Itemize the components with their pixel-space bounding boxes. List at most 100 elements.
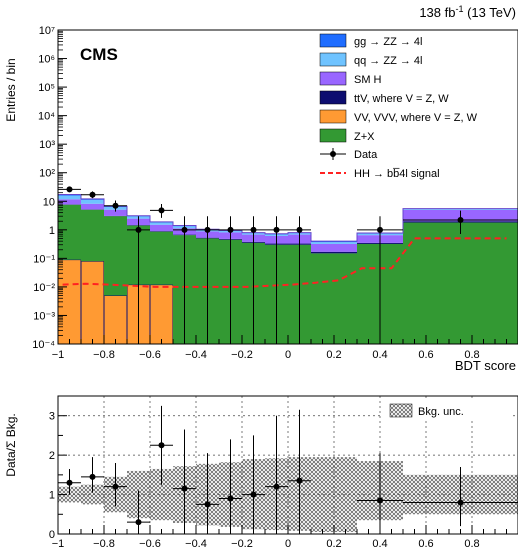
bar-zx-bin-2 [104, 216, 127, 296]
ratio-point-6 [196, 453, 219, 534]
ratio-point-3 [127, 490, 150, 534]
ratio-point-9 [265, 415, 288, 534]
legend-item-unc: Bkg. unc. [418, 406, 464, 418]
ratio-x-tick-label: 0.8 [464, 538, 479, 550]
ratio-legend: Bkg. unc. [383, 401, 513, 421]
legend-item-signal: HH → bb̅4l signal [320, 168, 440, 180]
ratio-point-7 [219, 439, 242, 534]
main-x-tick-label: 0.2 [326, 349, 341, 361]
ratio-legend-box [383, 401, 513, 421]
ratio-x-axis: −1 −0.8 −0.6 −0.4 −0.2 0 0.2 0.4 0.6 0.8 [52, 525, 518, 550]
data-point-9 [265, 216, 288, 344]
ratio-point-0 [58, 468, 81, 495]
bar-vv-bin-4 [150, 284, 173, 344]
ratio-point-4 [150, 405, 173, 485]
ratio-point-1 [81, 457, 104, 493]
ratio-y-tick-label: 0 [49, 529, 55, 541]
ratio-x-tick-label: 0 [285, 538, 291, 550]
svg-text:qq → ZZ → 4l: qq → ZZ → 4l [354, 55, 422, 67]
main-y-axis: 10⁻⁴ 10⁻³ 10⁻² 10⁻¹ 1 10 10² 10³ 10⁴ 10⁵ 10⁶ 10⁷ [32, 25, 67, 351]
main-y-tick-label: 10³ [39, 139, 55, 151]
data-points [58, 186, 518, 344]
main-x-tick-label: 0.4 [372, 349, 387, 361]
legend-item-smh: SM H [319, 71, 382, 86]
svg-text:HH → bb̅4l signal: HH → bb̅4l signal [354, 168, 440, 180]
main-x-tick-label: 0.8 [464, 349, 479, 361]
main-y-tick-label: 10⁷ [39, 25, 55, 37]
ratio-grid [58, 396, 518, 534]
svg-text:gg → ZZ → 4l: gg → ZZ → 4l [354, 36, 422, 48]
svg-text:Z+X: Z+X [354, 131, 375, 143]
ratio-point-11 [357, 453, 403, 534]
main-y-tick-label: 10⁻⁴ [32, 339, 55, 351]
bar-smh-bin-4 [150, 224, 173, 232]
uncertainty-band-bin-4 [150, 468, 173, 521]
main-x-axis: −1 −0.8 −0.6 −0.4 −0.2 0 0.2 0.4 0.6 0.8 [52, 335, 518, 361]
luminosity-label: 138 fb-1 (13 TeV) [419, 4, 516, 20]
legend-item-unc-swatch [389, 403, 413, 418]
main-y-tick-label: 10⁶ [38, 54, 55, 66]
bar-zx-bin-0 [58, 204, 81, 260]
ratio-point-8 [242, 435, 265, 534]
main-x-tick-label: 0.6 [418, 349, 433, 361]
ratio-x-tick-label: 0.2 [326, 538, 341, 550]
ratio-x-tick-label: 0.4 [372, 538, 387, 550]
main-x-tick-label: −0.4 [185, 349, 207, 361]
bar-ggzz-bin-1 [81, 198, 104, 200]
ratio-point-2 [104, 463, 127, 507]
data-point-4 [150, 204, 173, 218]
svg-text:SM H: SM H [354, 74, 382, 86]
bar-qqzz-bin-4 [150, 222, 173, 225]
ratio-x-tick-label: −0.6 [139, 538, 161, 550]
bar-smh-bin-0 [58, 199, 81, 205]
ratio-point-10 [288, 409, 311, 534]
ratio-x-tick-label: −0.2 [231, 538, 253, 550]
data-point-2 [104, 200, 127, 212]
signal-line [62, 237, 507, 288]
data-point-1 [81, 191, 104, 199]
svg-text:ttV, where V = Z, W: ttV, where V = Z, W [354, 93, 449, 105]
ratio-y-axis: 0 1 2 3 [49, 395, 67, 541]
bar-qqzz-bin-1 [81, 199, 104, 204]
legend: gg → ZZ → 4l qq → ZZ → 4l SM H ttV, wher… [319, 33, 478, 180]
legend-item-qqzz: qq → ZZ → 4l [319, 52, 422, 67]
legend-item-data: Data [320, 148, 378, 161]
data-point-11 [357, 216, 403, 344]
bar-ttv-bin-4 [150, 231, 173, 232]
ratio-y-tick-label: 2 [49, 450, 55, 462]
data-point-0 [58, 186, 81, 193]
data-point-12 [403, 210, 518, 234]
main-y-tick-label: 10⁻¹ [33, 253, 55, 265]
x-axis-title: BDT score [455, 358, 516, 373]
main-y-tick-label: 10⁻² [33, 282, 55, 294]
data-point-6 [196, 216, 219, 344]
bar-smh-bin-2 [104, 209, 127, 216]
bar-zx-bin-4 [150, 231, 173, 285]
stacked-background-histogram [58, 194, 518, 344]
svg-text:VV, VVV, where V = Z, W: VV, VVV, where V = Z, W [354, 112, 478, 124]
ratio-y-tick-label: 1 [49, 490, 55, 502]
bar-qqzz-bin-0 [58, 195, 81, 200]
bar-ttv-bin-11 [311, 251, 357, 254]
main-x-tick-label: −0.2 [231, 349, 253, 361]
main-x-tick-label: −1 [52, 349, 65, 361]
signal-curve [62, 237, 507, 288]
bar-vv-bin-2 [104, 295, 127, 344]
bar-vv-bin-1 [81, 261, 104, 344]
data-point-5 [173, 216, 196, 344]
ratio-point-12 [403, 466, 518, 527]
ratio-point-5 [173, 429, 196, 533]
cms-label: CMS [80, 45, 118, 64]
main-y-tick-label: 10 [43, 196, 55, 208]
bar-zx-bin-13 [403, 222, 518, 344]
main-y-axis-title: Entries / bin [4, 58, 18, 121]
legend-item-ggzz: gg → ZZ → 4l [319, 33, 422, 48]
main-y-tick-label: 1 [49, 225, 55, 237]
ratio-points [58, 405, 518, 534]
ratio-y-axis-title: Data/Σ Bkg. [4, 413, 18, 476]
ratio-x-tick-label: −0.8 [93, 538, 115, 550]
ratio-x-tick-label: −0.4 [185, 538, 207, 550]
legend-item-vv: VV, VVV, where V = Z, W [319, 109, 478, 124]
main-y-tick-label: 10⁵ [38, 82, 55, 94]
